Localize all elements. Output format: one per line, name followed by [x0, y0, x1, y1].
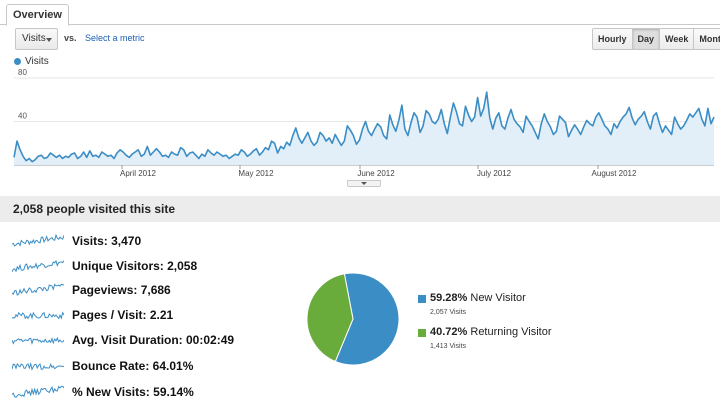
- stat-pageviews[interactable]: Pageviews: 7,686: [12, 280, 171, 300]
- chart-controls: Visits vs. Select a metric Hourly Day We…: [0, 28, 720, 52]
- x-tick-label: July 2012: [477, 169, 512, 178]
- chart-legend: Visits: [14, 56, 49, 67]
- visits-line: [13, 91, 715, 163]
- x-tick-label: June 2012: [357, 169, 395, 178]
- sparkline-path: [12, 311, 64, 320]
- visits-sparkline: [12, 234, 64, 247]
- x-tick-label: August 2012: [592, 169, 637, 178]
- sparkline-path: [12, 336, 64, 345]
- stat-pages-per-visit[interactable]: Pages / Visit: 2.21: [12, 305, 173, 325]
- legend-dot-icon: [14, 58, 21, 65]
- stat-label: Avg. Visit Duration: 00:02:49: [72, 333, 235, 347]
- returning-visitor-swatch: [418, 329, 426, 337]
- month-button[interactable]: Month: [693, 29, 720, 49]
- stat-label: % New Visits: 59.14%: [72, 385, 194, 399]
- visitor-type-pie-svg: [306, 272, 400, 366]
- day-button[interactable]: Day: [631, 29, 660, 49]
- vs-label: vs.: [64, 33, 77, 43]
- chevron-down-icon: [46, 38, 52, 42]
- pie-slice-returning-visitor[interactable]: [306, 273, 354, 363]
- returning-visitor-pct: 40.72%: [430, 326, 468, 338]
- summary-title: 2,058 people visited this site: [13, 202, 176, 216]
- stat-label: Pageviews: 7,686: [72, 283, 171, 297]
- legend-label: Visits: [25, 56, 49, 67]
- stat-unique-visitors[interactable]: Unique Visitors: 2,058: [12, 256, 197, 276]
- hourly-button[interactable]: Hourly: [593, 29, 632, 49]
- returning-visitor-name: Returning Visitor: [470, 326, 552, 338]
- new-visitor-swatch: [418, 295, 426, 303]
- y-tick-label: 80: [18, 68, 27, 77]
- sparkline-path: [12, 234, 64, 247]
- stat-label: Visits: 3,470: [72, 234, 142, 248]
- legend-returning-visitor-label: 40.72% Returning Visitor: [430, 326, 552, 338]
- visitor-type-pie: [305, 271, 401, 367]
- legend-new-visitor-label: 59.28% New Visitor: [430, 292, 526, 304]
- sparkline-path: [12, 361, 64, 371]
- pageviews-sparkline: [12, 283, 64, 296]
- tab-overview[interactable]: Overview: [6, 4, 69, 26]
- x-tick-label: April 2012: [120, 169, 157, 178]
- select-metric-link[interactable]: Select a metric: [85, 33, 145, 43]
- bounce-rate-sparkline: [12, 361, 64, 371]
- stat-label: Pages / Visit: 2.21: [72, 308, 174, 322]
- visits-chart-svg: 80 40 April 2012 May 2012 June 2012 July 2012…: [13, 68, 715, 178]
- new-visits-sparkline: [12, 385, 64, 399]
- avg-visit-duration-sparkline: [12, 336, 64, 345]
- pages-per-visit-sparkline: [12, 311, 64, 320]
- collapse-chart-handle[interactable]: [347, 180, 381, 187]
- stat-avg-visit-duration[interactable]: Avg. Visit Duration: 00:02:49: [12, 330, 234, 350]
- metric-dropdown[interactable]: Visits: [15, 28, 58, 50]
- new-visitor-pct: 59.28%: [430, 292, 468, 304]
- stat-bounce-rate[interactable]: Bounce Rate: 64.01%: [12, 356, 193, 376]
- new-visitor-visits: 2,057 Visits: [430, 309, 467, 316]
- granularity-buttons: Hourly Day Week Month: [592, 28, 720, 50]
- returning-visitor-visits: 1,413 Visits: [430, 343, 467, 350]
- week-button[interactable]: Week: [659, 29, 694, 49]
- sparkline-path: [12, 259, 64, 273]
- visits-area: [14, 92, 714, 165]
- y-tick-label: 40: [18, 112, 27, 121]
- pie-slice-new-visitor[interactable]: [334, 272, 400, 366]
- stat-label: Bounce Rate: 64.01%: [72, 359, 194, 373]
- unique-visitors-sparkline: [12, 259, 64, 273]
- stat-label: Unique Visitors: 2,058: [72, 259, 198, 273]
- sparkline-path: [12, 385, 64, 399]
- sparkline-path: [12, 283, 64, 296]
- new-visitor-name: New Visitor: [470, 292, 526, 304]
- stat-visits[interactable]: Visits: 3,470: [12, 231, 141, 251]
- visits-chart: 80 40 April 2012 May 2012 June 2012 July 2012…: [0, 66, 720, 182]
- metric-dropdown-label: Visits: [22, 33, 46, 44]
- summary-bar: 2,058 people visited this site: [0, 196, 720, 222]
- stat-new-visits[interactable]: % New Visits: 59.14%: [12, 382, 194, 402]
- tab-bar: Overview: [0, 0, 720, 26]
- x-tick-label: May 2012: [238, 169, 274, 178]
